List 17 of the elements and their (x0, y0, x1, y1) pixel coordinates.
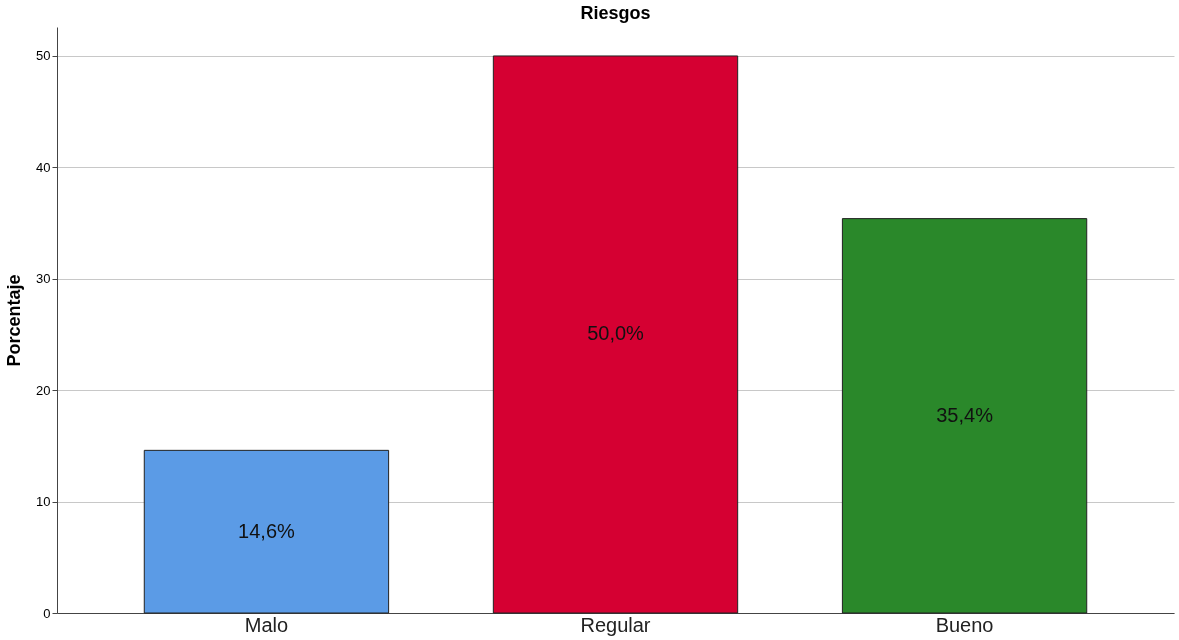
y-tick-label: 30 (36, 271, 51, 287)
x-tick-label: Malo (244, 613, 289, 636)
bar (143, 449, 390, 614)
bar (841, 218, 1088, 614)
y-tick-label: 40 (36, 159, 51, 175)
x-tick-label: Regular (580, 613, 651, 636)
x-tick-label: Bueno (935, 613, 994, 636)
data-label: 14,6% (238, 519, 295, 542)
chart-title: Riesgos (580, 3, 651, 23)
data-label: 35,4% (936, 403, 994, 426)
y-axis-title: Porcentaje (4, 274, 25, 367)
y-tick-label: 20 (36, 382, 51, 398)
bar (492, 55, 739, 614)
y-tick-label: 0 (43, 605, 51, 621)
y-tick-label: 10 (36, 494, 51, 510)
y-tick-label: 50 (36, 48, 51, 64)
data-label: 50,0% (587, 322, 645, 345)
